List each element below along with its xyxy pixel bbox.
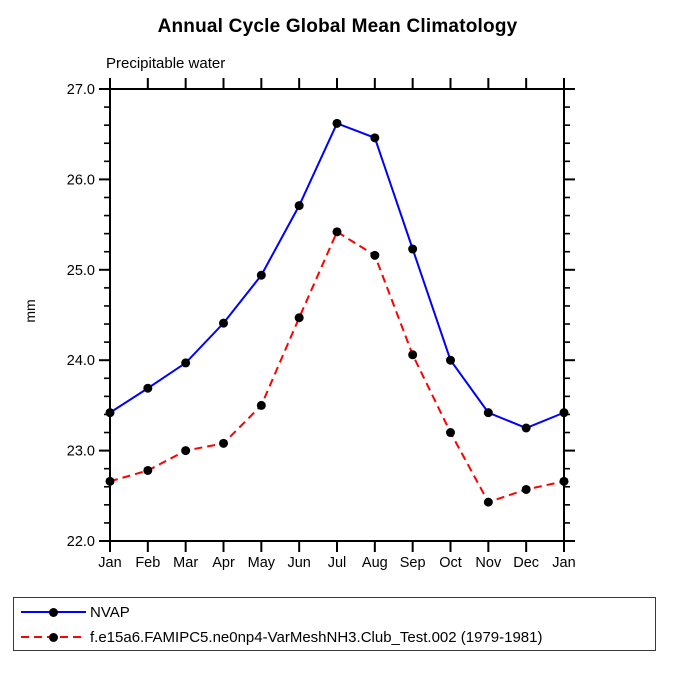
legend-box: NVAP f.e15a6.FAMIPC5.ne0np4-VarMeshNH3.C… [13,597,656,651]
x-tick-label: Dec [513,555,539,571]
y-tick-label: 25.0 [67,263,95,279]
x-tick-label: Apr [212,555,235,571]
legend-label-model: f.e15a6.FAMIPC5.ne0np4-VarMeshNH3.Club_T… [90,628,543,646]
model-data-point-may-4 [256,400,266,410]
model-data-point-oct-9 [446,428,455,438]
x-tick-label: Jan [98,555,121,571]
model-data-point-jul-6 [332,227,342,237]
nvap-data-point-jun-5 [294,201,304,211]
model-data-point-feb-1 [143,465,153,475]
model-data-point-apr-3 [219,438,228,448]
nvap-line-swatch [21,607,86,617]
x-tick-label: Feb [135,555,160,571]
legend-label-nvap: NVAP [90,603,130,621]
nvap-data-point-feb-1 [143,383,153,393]
model-data-point-dec-11 [521,484,531,494]
x-tick-label: Nov [475,555,502,571]
y-tick-label: 26.0 [67,172,95,188]
y-tick-label: 24.0 [67,353,95,369]
x-tick-label: May [248,555,276,571]
nvap-data-point-mar-2 [181,358,191,368]
nvap-data-point-jan-12 [559,408,569,418]
y-tick-label: 27.0 [67,82,95,98]
x-tick-label: Jan [552,555,575,571]
x-tick-label: Jun [287,555,310,571]
nvap-data-point-jul-6 [332,118,342,128]
nvap-data-point-dec-11 [521,423,531,433]
y-tick-label: 22.0 [67,534,95,550]
plot-box [109,88,565,542]
model-data-point-nov-10 [483,497,493,507]
nvap-data-point-oct-9 [446,355,455,365]
nvap-data-point-aug-7 [370,133,380,143]
y-tick-label: 23.0 [67,444,95,460]
model-data-point-mar-2 [181,446,191,456]
nvap-data-point-may-4 [256,270,266,280]
x-tick-label: Oct [439,555,462,571]
model-data-point-jan-12 [559,476,569,486]
legend-entry-model: f.e15a6.FAMIPC5.ne0np4-VarMeshNH3.Club_T… [21,628,543,646]
chart-subtitle: Precipitable water [106,55,226,72]
nvap-data-point-nov-10 [483,408,493,418]
model-data-point-aug-7 [370,250,380,260]
chart-title: Annual Cycle Global Mean Climatology [157,16,518,37]
legend-entry-nvap: NVAP [21,603,130,621]
model-data-point-jun-5 [294,313,304,323]
nvap-marker-dot [49,607,58,617]
model-marker-dot [49,632,58,642]
x-tick-label: Mar [173,555,198,571]
model-data-point-sep-8 [408,350,418,360]
model-line-swatch [21,632,86,642]
nvap-data-point-apr-3 [219,318,228,328]
nvap-data-point-jan-0 [105,408,115,418]
model-data-point-jan-0 [105,476,115,486]
nvap-series-line [109,122,565,430]
x-tick-label: Aug [362,555,388,571]
nvap-data-point-sep-8 [408,244,418,254]
x-tick-label: Sep [400,555,426,571]
x-tick-label: Jul [328,555,347,571]
